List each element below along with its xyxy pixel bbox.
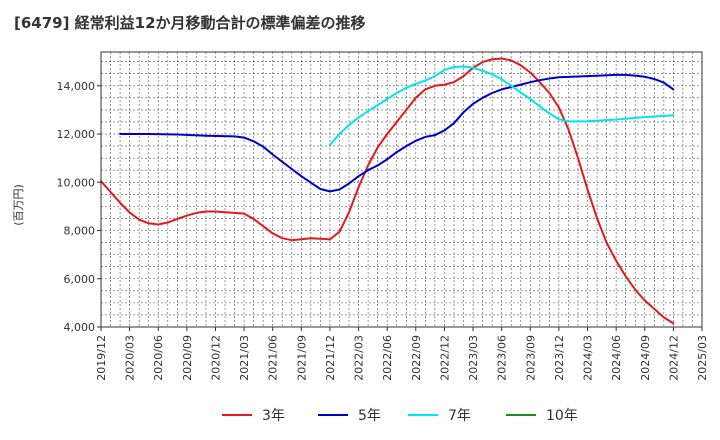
y-tick-label: 14,000 <box>57 80 96 93</box>
x-tick-label: 2023/09 <box>524 335 537 381</box>
legend-label: 3年 <box>262 408 285 424</box>
x-tick-label: 2024/03 <box>582 335 595 381</box>
x-tick-label: 2020/03 <box>124 335 137 381</box>
x-tick-label: 2022/06 <box>381 335 394 381</box>
y-tick-label: 8,000 <box>64 225 96 238</box>
series-line-3 <box>329 65 675 146</box>
x-tick-label: 2024/12 <box>667 335 680 381</box>
y-axis-label: (百万円) <box>12 184 25 226</box>
plot-area <box>101 52 702 327</box>
x-tick-label: 2021/06 <box>267 335 280 381</box>
x-tick-label: 2022/09 <box>410 335 423 381</box>
series-layer <box>100 57 675 325</box>
x-tick-label: 2020/09 <box>181 335 194 381</box>
x-tick-label: 2023/06 <box>496 335 509 381</box>
x-tick-label: 2025/03 <box>696 335 709 381</box>
x-tick-label: 2023/03 <box>467 335 480 381</box>
x-tick-label: 2024/06 <box>610 335 623 381</box>
plot-background <box>101 52 702 327</box>
y-tick-label: 4,000 <box>64 321 96 334</box>
x-tick-label: 2022/12 <box>438 335 451 381</box>
y-tick-label: 10,000 <box>57 176 96 189</box>
legend-label: 5年 <box>358 408 381 424</box>
legend-label: 10年 <box>546 408 578 424</box>
series-line-2 <box>119 73 675 193</box>
y-tick-label: 12,000 <box>57 128 96 141</box>
legend: 3年 5年 7年 10年 <box>222 408 578 424</box>
y-tick-label: 6,000 <box>64 273 96 286</box>
x-tick-label: 2023/12 <box>553 335 566 381</box>
x-tick-label: 2021/03 <box>238 335 251 381</box>
x-tick-label: 2020/06 <box>152 335 165 381</box>
x-tick-label: 2019/12 <box>95 335 108 381</box>
x-tick-label: 2020/12 <box>209 335 222 381</box>
x-tick-label: 2022/03 <box>353 335 366 381</box>
legend-label: 7年 <box>448 408 471 424</box>
axes: 4,000 6,000 8,000 10,000 12,000 14,000 2019/12… <box>57 51 709 381</box>
chart-title: [6479] 経常利益12か月移動合計の標準偏差の推移 <box>14 14 366 32</box>
series-line-1 <box>100 57 675 325</box>
x-tick-label: 2024/09 <box>639 335 652 381</box>
plot-border <box>100 51 703 328</box>
x-tick-label: 2021/09 <box>295 335 308 381</box>
x-tick-label: 2021/12 <box>324 335 337 381</box>
